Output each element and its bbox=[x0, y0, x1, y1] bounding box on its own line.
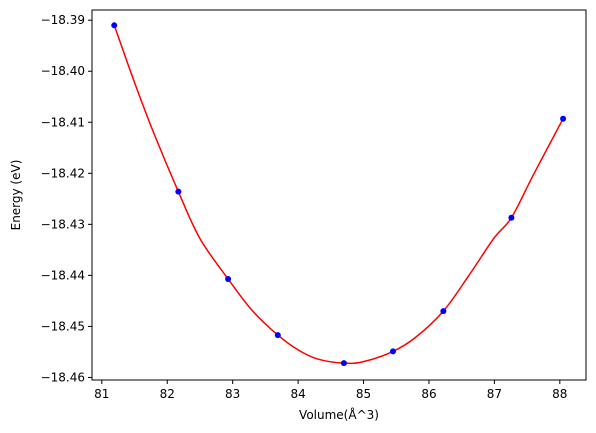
x-tick-label: 82 bbox=[160, 387, 175, 401]
plot-frame bbox=[91, 9, 587, 381]
y-tick-label: −18.45 bbox=[41, 319, 85, 333]
x-axis-ticks: 81 82 83 84 85 86 87 88 bbox=[94, 380, 567, 401]
x-tick-label: 84 bbox=[290, 387, 305, 401]
x-tick-label: 87 bbox=[487, 387, 502, 401]
data-point bbox=[225, 275, 232, 282]
x-tick-label: 83 bbox=[225, 387, 240, 401]
x-tick-label: 88 bbox=[552, 387, 567, 401]
x-axis-label: Volume(Å^3) bbox=[299, 407, 379, 422]
y-tick-label: −18.43 bbox=[41, 217, 85, 231]
data-point bbox=[560, 115, 567, 122]
x-tick-label: 85 bbox=[356, 387, 371, 401]
y-tick-label: −18.46 bbox=[41, 370, 85, 384]
x-tick-label: 86 bbox=[421, 387, 436, 401]
y-tick-label: −18.41 bbox=[41, 115, 85, 129]
data-points-layer bbox=[111, 22, 567, 367]
y-axis-label: Energy (eV) bbox=[9, 160, 23, 231]
y-axis-ticks: −18.39 −18.40 −18.41 −18.42 −18.43 −18.44 −18.… bbox=[41, 13, 92, 384]
fit-curve-layer bbox=[113, 25, 564, 365]
y-tick-label: −18.40 bbox=[41, 64, 85, 78]
data-point bbox=[274, 332, 281, 339]
data-point bbox=[340, 360, 347, 367]
x-tick-label: 81 bbox=[94, 387, 109, 401]
data-point bbox=[508, 214, 515, 221]
data-point bbox=[389, 348, 396, 355]
y-tick-label: −18.44 bbox=[41, 268, 85, 282]
data-point bbox=[111, 22, 118, 29]
data-point bbox=[440, 308, 447, 315]
data-point bbox=[175, 188, 182, 195]
fit-curve-line bbox=[113, 25, 564, 365]
y-tick-label: −18.42 bbox=[41, 166, 85, 180]
y-tick-label: −18.39 bbox=[41, 13, 85, 27]
